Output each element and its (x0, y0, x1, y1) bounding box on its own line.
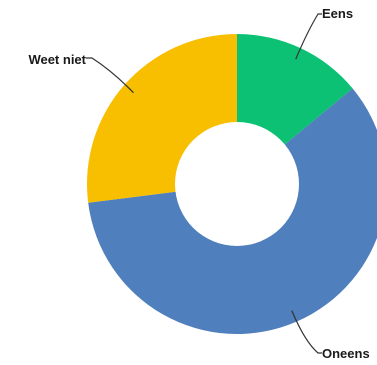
leader-line-weet-niet (86, 57, 134, 94)
leader-line-oneens (291, 310, 322, 354)
donut-hole (175, 122, 299, 246)
leader-lines-group (86, 13, 322, 354)
slice-label-oneens: Oneens (322, 346, 370, 361)
slice-label-eens: Eens (322, 6, 353, 21)
leader-line-eens (295, 13, 322, 60)
slice-labels-group: Eens Oneens Weet niet (28, 6, 369, 361)
slice-label-weet-niet: Weet niet (28, 52, 86, 67)
